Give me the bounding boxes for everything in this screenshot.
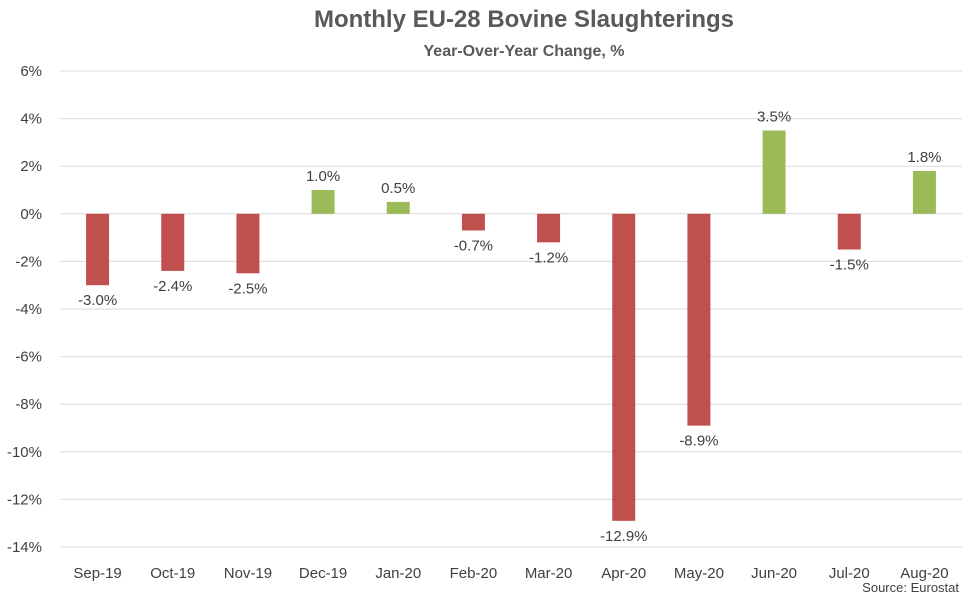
x-tick-label: Mar-20 xyxy=(525,565,573,582)
x-tick-label: Sep-19 xyxy=(73,565,121,582)
y-tick-label: 4% xyxy=(20,111,42,128)
data-label: -8.9% xyxy=(679,433,718,450)
y-tick-label: -12% xyxy=(7,491,42,508)
data-label: -1.2% xyxy=(529,249,568,266)
x-tick-label: Aug-20 xyxy=(900,565,948,582)
bar-feb-20 xyxy=(461,213,485,231)
data-label: -0.7% xyxy=(454,237,493,254)
bar-jun-20 xyxy=(762,130,786,214)
chart-title: Monthly EU-28 Bovine Slaughterings xyxy=(313,6,735,33)
x-axis: Sep-19 Oct-19 Nov-19 Dec-19 Jan-20 Feb-20 Mar-… xyxy=(73,565,948,582)
y-tick-label: -2% xyxy=(15,253,42,270)
y-tick-label: -6% xyxy=(15,349,42,366)
data-label: 1.8% xyxy=(907,149,941,166)
data-labels: -3.0% -2.4% -2.5% 1.0% 0.5% -0.7% -1.2% -12.9% -… xyxy=(78,109,942,545)
bar-apr-20 xyxy=(612,213,636,521)
x-tick-label: Apr-20 xyxy=(601,565,646,582)
data-label: -2.5% xyxy=(228,280,267,297)
y-tick-label: -14% xyxy=(7,539,42,556)
y-tick-label: -10% xyxy=(7,444,42,461)
bar-jul-20 xyxy=(837,213,861,250)
bar-mar-20 xyxy=(537,213,561,243)
chart-source: Source: Eurostat xyxy=(862,580,959,595)
y-tick-label: -8% xyxy=(15,396,42,413)
y-tick-label: 6% xyxy=(20,63,42,80)
x-tick-label: Feb-20 xyxy=(450,565,498,582)
y-tick-label: 0% xyxy=(20,206,42,223)
bar-sep-19 xyxy=(86,213,110,286)
y-tick-label: -4% xyxy=(15,301,42,318)
x-tick-label: May-20 xyxy=(674,565,724,582)
bar-nov-19 xyxy=(236,213,260,274)
data-label: -3.0% xyxy=(78,292,117,309)
data-label: -12.9% xyxy=(600,528,648,545)
data-label: 1.0% xyxy=(306,168,340,185)
x-tick-label: Jun-20 xyxy=(751,565,797,582)
data-label: -1.5% xyxy=(830,257,869,274)
x-tick-label: Jan-20 xyxy=(375,565,421,582)
data-label: 3.5% xyxy=(757,109,791,126)
x-tick-label: Dec-19 xyxy=(299,565,347,582)
data-label: 0.5% xyxy=(381,180,415,197)
bars xyxy=(86,130,936,521)
y-tick-label: 2% xyxy=(20,158,42,175)
bar-dec-19 xyxy=(311,190,335,214)
bar-jan-20 xyxy=(386,201,410,214)
y-axis: 6% 4% 2% 0% -2% -4% -6% -8% -10% -12% -14% xyxy=(7,63,42,556)
x-tick-label: Jul-20 xyxy=(829,565,870,582)
gridlines xyxy=(60,70,962,548)
bar-aug-20 xyxy=(912,170,936,214)
x-tick-label: Nov-19 xyxy=(224,565,272,582)
chart-subtitle: Year-Over-Year Change, % xyxy=(423,43,625,60)
data-label: -2.4% xyxy=(153,278,192,295)
bar-oct-19 xyxy=(161,213,185,271)
bar-may-20 xyxy=(687,213,711,426)
x-tick-label: Oct-19 xyxy=(150,565,195,582)
